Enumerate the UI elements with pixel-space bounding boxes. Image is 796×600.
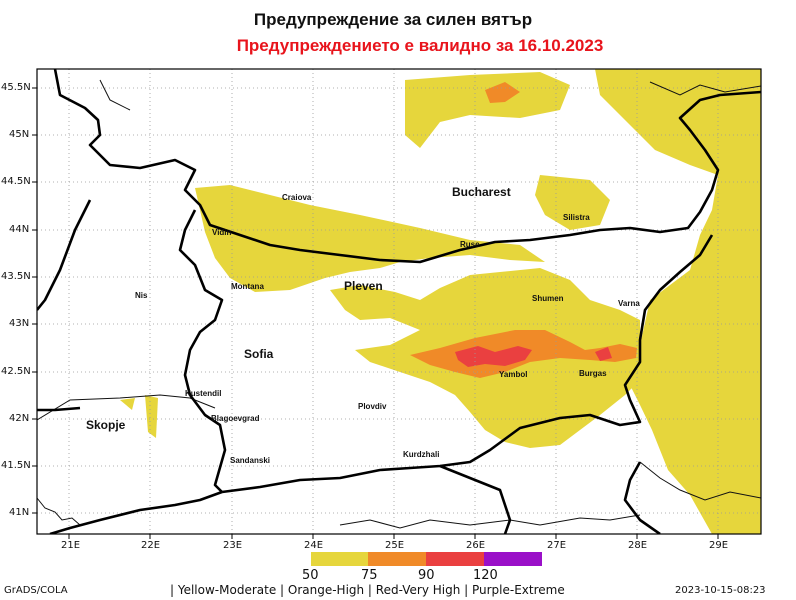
lon-tick: 24E bbox=[304, 540, 324, 551]
warning-area-moderate bbox=[595, 69, 761, 534]
lat-tick: 45N bbox=[9, 129, 30, 140]
city-label: Bucharest bbox=[452, 185, 511, 199]
lon-tick: 29E bbox=[709, 540, 729, 551]
city-label: Shumen bbox=[532, 294, 564, 303]
border-line bbox=[49, 490, 223, 534]
city-label: Skopje bbox=[86, 418, 126, 432]
border-line bbox=[439, 464, 512, 534]
border-line bbox=[37, 199, 92, 311]
warning-area-moderate bbox=[405, 72, 570, 148]
legend-swatch-orange bbox=[368, 552, 426, 566]
lon-tick: 27E bbox=[547, 540, 567, 551]
city-label: Nis bbox=[135, 291, 148, 300]
city-label: Sofia bbox=[244, 347, 274, 361]
city-label: Craiova bbox=[282, 193, 312, 202]
warning-area-very-high bbox=[455, 346, 532, 367]
lat-tick: 44.5N bbox=[1, 176, 31, 187]
lon-tick: 23E bbox=[223, 540, 243, 551]
legend-value: 50 bbox=[302, 568, 319, 583]
lat-tick: 42N bbox=[9, 413, 30, 424]
warning-area-moderate bbox=[145, 395, 158, 438]
map-frame bbox=[36, 68, 762, 535]
city-label: Burgas bbox=[579, 369, 607, 378]
city-label: Silistra bbox=[563, 213, 590, 222]
lat-tick: 43.5N bbox=[1, 271, 31, 282]
city-label: Pleven bbox=[344, 279, 383, 293]
city-label: Blagoevgrad bbox=[211, 414, 260, 423]
legend-colorbar bbox=[311, 552, 542, 566]
lat-tick: 41N bbox=[9, 507, 30, 518]
city-label: Yambol bbox=[499, 370, 528, 379]
city-label: Plovdiv bbox=[358, 402, 387, 411]
lon-tick: 22E bbox=[141, 540, 161, 551]
lat-tick: 43N bbox=[9, 318, 30, 329]
legend-swatch-red bbox=[426, 552, 484, 566]
city-label: Ruse bbox=[460, 240, 480, 249]
border-line bbox=[53, 69, 761, 264]
warning-area-moderate bbox=[535, 175, 610, 230]
lat-tick: 42.5N bbox=[1, 366, 31, 377]
border-line bbox=[37, 406, 81, 412]
timestamp-label: 2023-10-15-08:23 bbox=[675, 585, 766, 596]
legend-value: 90 bbox=[418, 568, 435, 583]
city-label: Kustendil bbox=[185, 389, 222, 398]
lon-tick: 28E bbox=[628, 540, 648, 551]
legend-value: 75 bbox=[361, 568, 378, 583]
city-label: Montana bbox=[231, 282, 264, 291]
legend-description: | Yellow-Moderate | Orange-High | Red-Ve… bbox=[170, 583, 565, 597]
lon-tick: 26E bbox=[466, 540, 486, 551]
map-title: Предупреждение за силен вятър bbox=[253, 10, 533, 29]
warning-area-very-high bbox=[595, 347, 612, 361]
warning-area-moderate bbox=[120, 398, 135, 410]
legend-swatch-purple bbox=[484, 552, 542, 566]
lon-tick: 25E bbox=[385, 540, 405, 551]
legend-value: 120 bbox=[473, 568, 498, 583]
lat-tick: 45.5N bbox=[1, 82, 31, 93]
border-line bbox=[623, 461, 661, 534]
border-line bbox=[178, 209, 227, 493]
city-label: Vidin bbox=[212, 228, 232, 237]
grid-lines bbox=[37, 69, 761, 534]
city-label: Varna bbox=[618, 299, 640, 308]
validity-subtitle: Предупреждението е валидно за 16.10.2023 bbox=[236, 36, 604, 55]
warning-area-moderate bbox=[195, 185, 545, 292]
lon-tick: 21E bbox=[61, 540, 81, 551]
lat-tick: 44N bbox=[9, 224, 30, 235]
lat-tick: 41.5N bbox=[1, 460, 31, 471]
city-label: Kurdzhali bbox=[403, 450, 440, 459]
credit-label: GrADS/COLA bbox=[4, 585, 68, 596]
city-label: Sandanski bbox=[230, 456, 271, 465]
border-line bbox=[221, 234, 714, 494]
warning-area-high bbox=[485, 82, 520, 103]
